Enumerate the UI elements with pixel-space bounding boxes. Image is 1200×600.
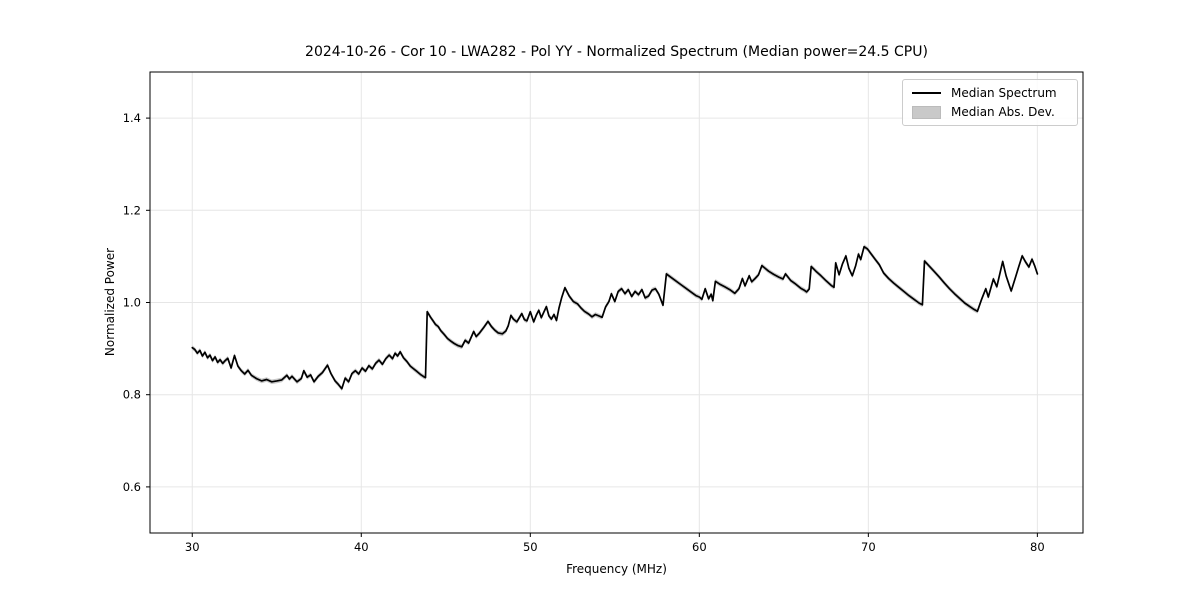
y-tick-label: 1.0 <box>123 296 141 310</box>
x-tick-label: 30 <box>185 540 200 554</box>
y-tick-label: 1.2 <box>123 203 141 217</box>
chart-title: 2024-10-26 - Cor 10 - LWA282 - Pol YY - … <box>305 44 928 60</box>
x-tick-label: 40 <box>354 540 369 554</box>
x-axis-label: Frequency (MHz) <box>566 562 667 576</box>
legend-label-median-spectrum: Median Spectrum <box>951 86 1057 100</box>
x-tick-label: 60 <box>692 540 707 554</box>
x-tick-label: 50 <box>523 540 538 554</box>
x-tick-label: 80 <box>1030 540 1045 554</box>
patch-swatch-icon <box>912 105 941 119</box>
median-spectrum-line <box>191 245 1039 390</box>
line-swatch-icon <box>912 92 941 94</box>
legend-entry-median-abs-dev: Median Abs. Dev. <box>912 105 1069 119</box>
y-tick-label: 1.4 <box>123 111 141 125</box>
x-tick-label: 70 <box>861 540 876 554</box>
median-abs-dev-band <box>192 244 1038 391</box>
legend: Median Spectrum Median Abs. Dev. <box>902 79 1078 126</box>
y-axis-label: Normalized Power <box>103 247 117 357</box>
legend-entry-median-spectrum: Median Spectrum <box>912 86 1069 100</box>
y-tick-label: 0.6 <box>123 480 141 494</box>
legend-label-median-abs-dev: Median Abs. Dev. <box>951 105 1055 119</box>
y-tick-label: 0.8 <box>123 388 141 402</box>
